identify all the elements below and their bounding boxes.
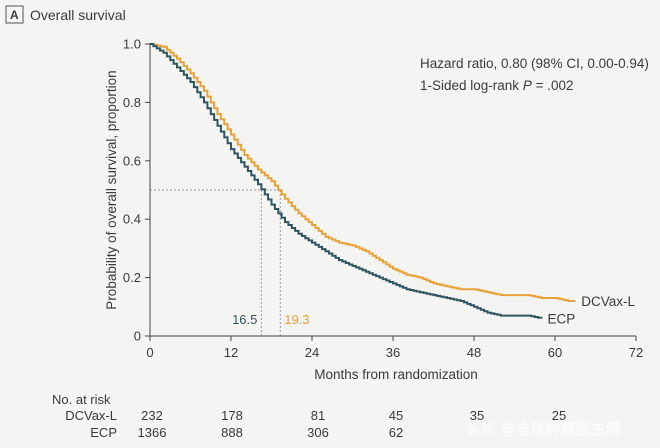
median-label: 19.3 [284, 312, 309, 327]
logrank-suffix: = .002 [532, 78, 574, 93]
x-axis-title: Months from randomization [314, 367, 478, 382]
logrank-p: P [523, 78, 532, 93]
risk-cell: 178 [221, 408, 243, 423]
logrank-prefix: 1-Sided log-rank [420, 78, 523, 93]
risk-cell: 81 [311, 408, 325, 423]
y-tick-label: 0.2 [123, 270, 141, 285]
y-tick-label: 0.4 [123, 212, 141, 227]
x-tick-label: 24 [305, 345, 319, 360]
risk-row-label: ECP [90, 425, 117, 440]
x-tick-label: 60 [548, 345, 562, 360]
series-label: DCVax-L [581, 294, 635, 309]
median-label: 16.5 [232, 312, 257, 327]
risk-cell: 62 [389, 425, 403, 440]
panel-title: Overall survival [30, 7, 126, 23]
y-tick-label: 1.0 [123, 37, 141, 52]
risk-cell: 1366 [138, 425, 167, 440]
logrank-text: 1-Sided log-rank P = .002 [420, 78, 574, 93]
x-tick-label: 36 [386, 345, 400, 360]
x-tick-label: 48 [467, 345, 481, 360]
y-axis-title: Probability of overall survival, proport… [104, 70, 119, 309]
risk-cell: 25 [552, 408, 566, 423]
survival-curves [150, 43, 576, 319]
risk-cell: 35 [470, 408, 484, 423]
hazard-ratio-text: Hazard ratio, 0.80 (98% CI, 0.00-0.94) [420, 56, 649, 71]
watermark: 头条 @全球肿瘤医生网 [466, 420, 621, 438]
series-labels: DCVax-L ECP [548, 294, 636, 327]
series-line [150, 43, 543, 319]
x-tick-label: 0 [146, 345, 153, 360]
y-tick-label: 0 [134, 329, 141, 344]
risk-cell: 306 [307, 425, 329, 440]
panel-letter-box [5, 5, 24, 24]
risk-cell: 232 [141, 408, 163, 423]
axes: 0 0.2 0.4 0.6 0.8 1.0 0 12 24 36 48 60 72 [123, 37, 643, 361]
risk-table-heading: No. at risk [52, 392, 111, 407]
series-line [150, 43, 576, 302]
median-guides: 19.3 16.5 [150, 189, 310, 336]
x-tick-label: 72 [629, 345, 643, 360]
series-label: ECP [548, 311, 576, 326]
panel-letter: A [10, 8, 19, 22]
y-tick-label: 0.6 [123, 153, 141, 168]
y-tick-label: 0.8 [123, 95, 141, 110]
risk-cell: 45 [389, 408, 403, 423]
risk-cell: 888 [221, 425, 243, 440]
x-tick-label: 12 [224, 345, 238, 360]
risk-row-label: DCVax-L [65, 408, 117, 423]
